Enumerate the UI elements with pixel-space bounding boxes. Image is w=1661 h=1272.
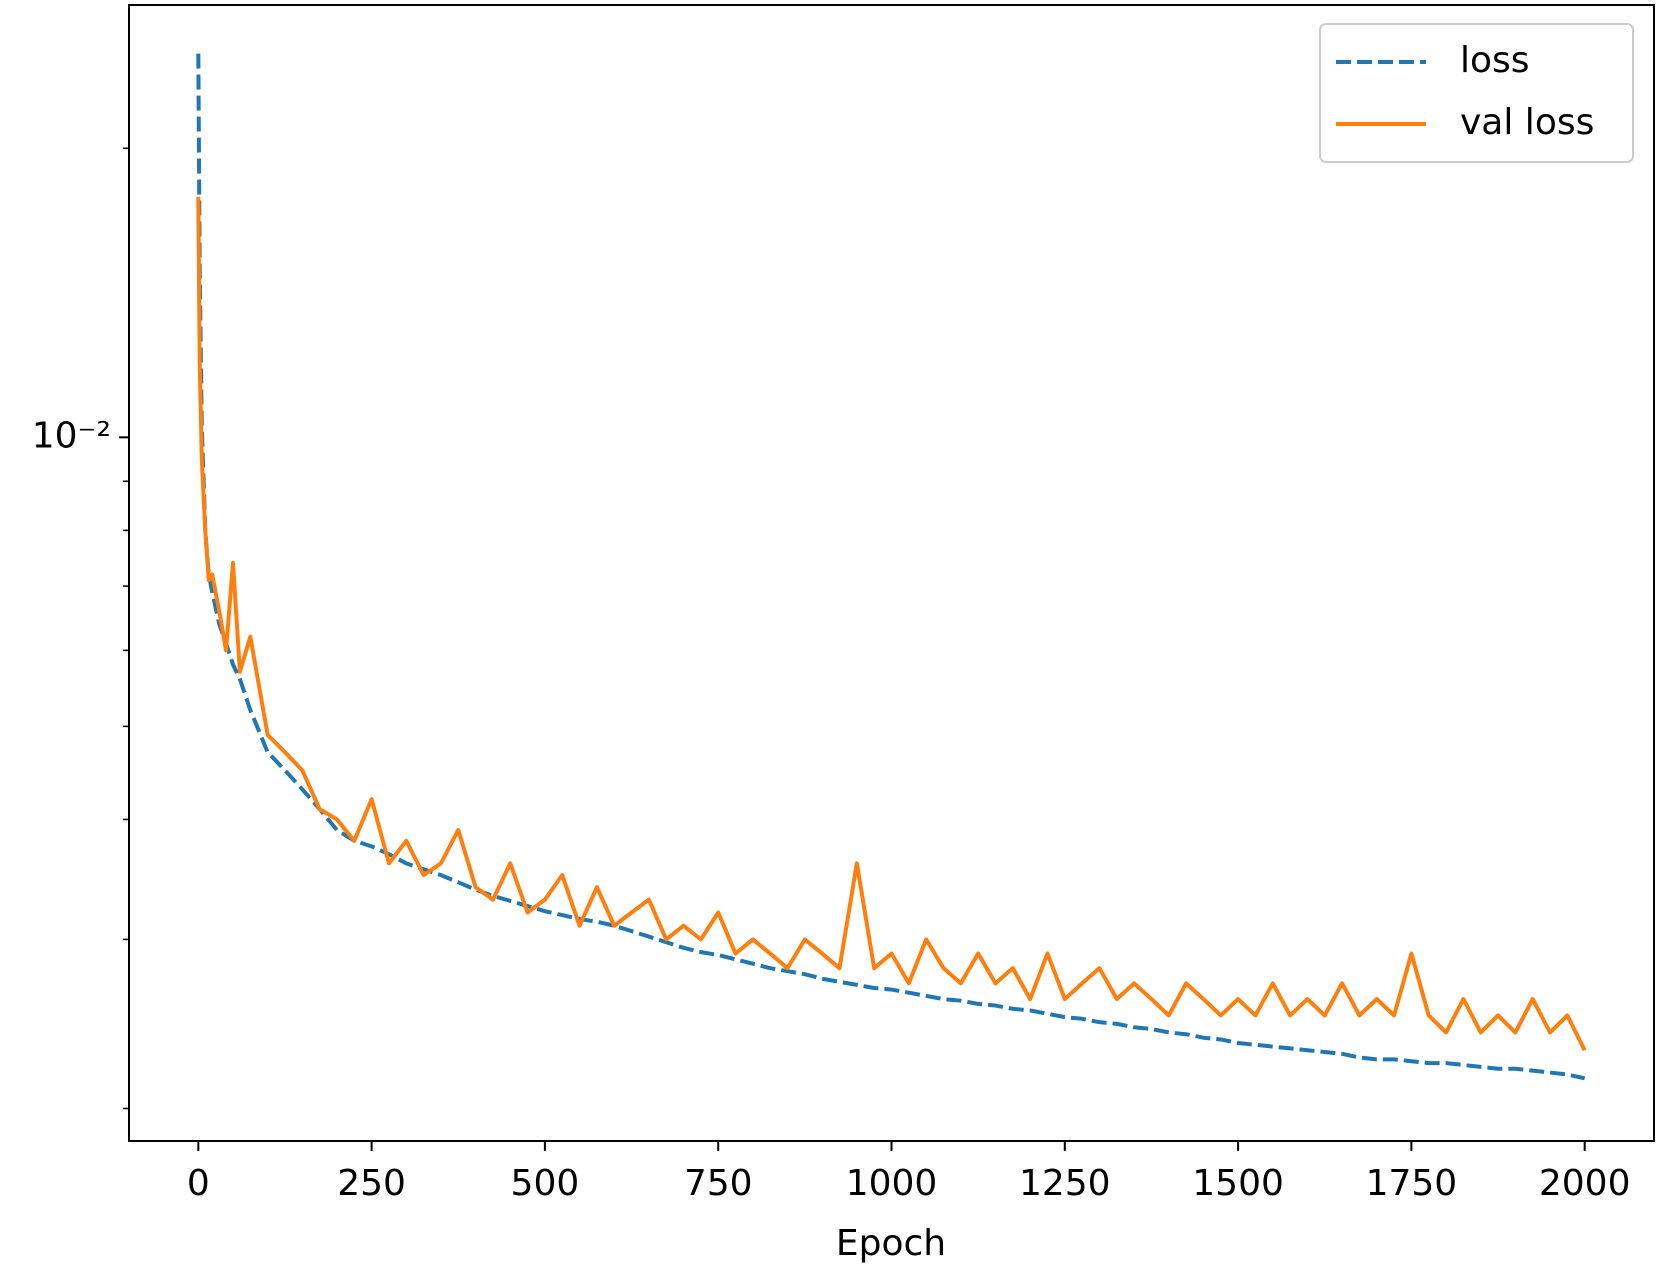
x-tick-label: 2000 <box>1539 1163 1631 1204</box>
x-tick-label: 1000 <box>846 1163 938 1204</box>
series-line <box>196 196 1587 1052</box>
series-line <box>196 53 1586 1081</box>
legend-box <box>1319 23 1634 163</box>
x-tick-label: 1750 <box>1366 1163 1458 1204</box>
x-tick-label: 1250 <box>1019 1163 1111 1204</box>
y-tick-label: 10⁻² <box>32 415 111 456</box>
x-tick-label: 250 <box>337 1163 406 1204</box>
x-tick-label: 750 <box>684 1163 753 1204</box>
legend-label: loss <box>1460 40 1530 81</box>
x-axis-label: Epoch <box>836 1223 946 1264</box>
legend-label: val loss <box>1460 102 1594 143</box>
plot-area <box>196 53 1587 1081</box>
x-tick-label: 500 <box>511 1163 580 1204</box>
x-tick-label: 0 <box>187 1163 210 1204</box>
x-tick-label: 1500 <box>1192 1163 1284 1204</box>
